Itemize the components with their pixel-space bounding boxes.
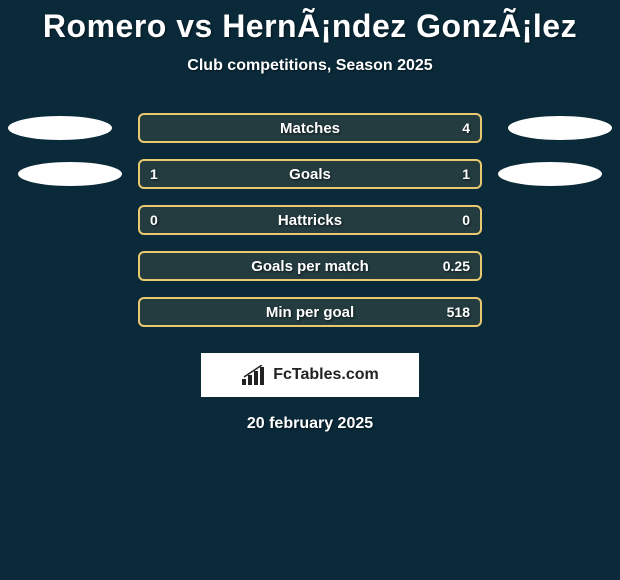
- brand-label: FcTables.com: [273, 366, 379, 384]
- stat-value-right: 0.25: [443, 258, 470, 274]
- bar-chart-icon: [241, 365, 267, 385]
- player-right-marker: [508, 116, 612, 140]
- page-title: Romero vs HernÃ¡ndez GonzÃ¡lez: [0, 8, 620, 45]
- stat-label: Goals per match: [251, 258, 369, 275]
- stat-bar: Goals per match 0.25: [138, 251, 482, 281]
- stat-label: Hattricks: [278, 212, 342, 229]
- stat-row-goals: 1 Goals 1: [0, 151, 620, 197]
- stats-area: Matches 4 1 Goals 1 0 Hattricks 0: [0, 105, 620, 335]
- stat-bar: 0 Hattricks 0: [138, 205, 482, 235]
- stat-bar: 1 Goals 1: [138, 159, 482, 189]
- date-label: 20 february 2025: [0, 415, 620, 433]
- stat-value-right: 1: [462, 166, 470, 182]
- stat-row-goals-per-match: Goals per match 0.25: [0, 243, 620, 289]
- stat-label: Goals: [289, 166, 331, 183]
- stat-value-right: 0: [462, 212, 470, 228]
- stat-row-hattricks: 0 Hattricks 0: [0, 197, 620, 243]
- stat-bar: Min per goal 518: [138, 297, 482, 327]
- stat-row-min-per-goal: Min per goal 518: [0, 289, 620, 335]
- stat-bar: Matches 4: [138, 113, 482, 143]
- stat-value-right: 518: [447, 304, 470, 320]
- player-right-marker: [498, 162, 602, 186]
- stat-value-right: 4: [462, 120, 470, 136]
- player-left-marker: [8, 116, 112, 140]
- stat-value-left: 1: [150, 166, 158, 182]
- subtitle: Club competitions, Season 2025: [0, 57, 620, 75]
- stat-value-left: 0: [150, 212, 158, 228]
- stat-label: Min per goal: [266, 304, 354, 321]
- brand-box[interactable]: FcTables.com: [201, 353, 419, 397]
- stat-row-matches: Matches 4: [0, 105, 620, 151]
- player-left-marker: [18, 162, 122, 186]
- stat-label: Matches: [280, 120, 340, 137]
- comparison-card: Romero vs HernÃ¡ndez GonzÃ¡lez Club comp…: [0, 0, 620, 433]
